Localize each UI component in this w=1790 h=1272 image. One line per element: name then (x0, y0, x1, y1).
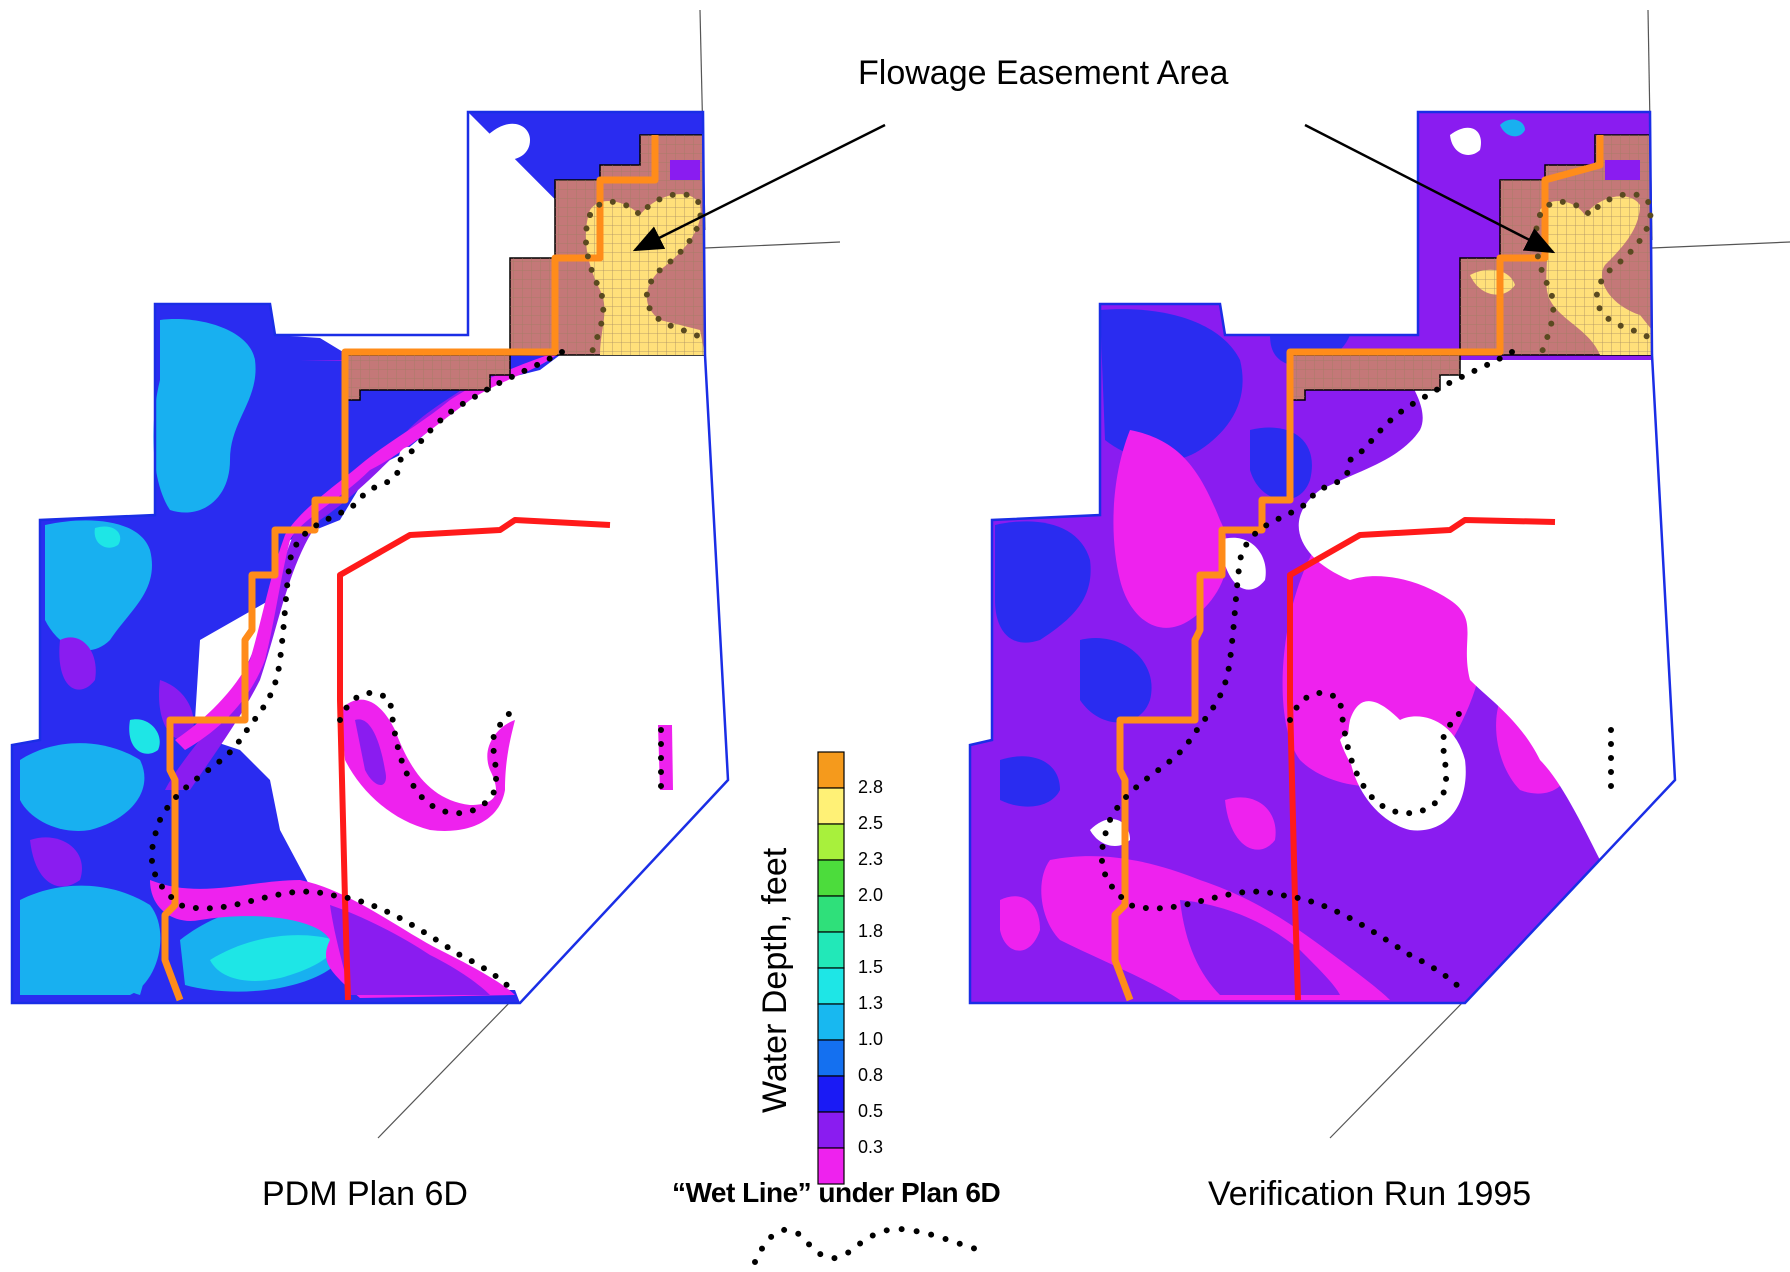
legend-tick-label: 2.3 (858, 849, 884, 869)
legend-swatch (817, 895, 845, 933)
callout-arrow-right (1304, 123, 1556, 254)
caption-verification-run-1995: Verification Run 1995 (1208, 1175, 1532, 1213)
wet-line (1287, 689, 1468, 817)
context-line (1329, 999, 1466, 1139)
dry-area (1450, 127, 1481, 155)
dry-area (1220, 537, 1266, 590)
legend-title: Water Depth, feet (756, 847, 794, 1113)
legend-colorbar (817, 751, 845, 1185)
depth-zone-0.3 (30, 837, 82, 887)
depth-zone-1.0 (199, 399, 222, 444)
wet-line (1098, 349, 1515, 998)
depth-zone-0.3 (59, 637, 96, 690)
depth-zone-shallow (175, 352, 560, 750)
wet-line (1537, 191, 1655, 343)
wet-line (337, 689, 518, 817)
legend-tick-label: 0.8 (858, 1065, 884, 1085)
legend-tick-label: 0.3 (858, 1137, 884, 1157)
depth-zone-0.3 (1605, 160, 1640, 180)
depth-zone-shallow (1225, 797, 1276, 850)
legend-tick-label: 2.8 (858, 777, 884, 797)
legend-swatch (817, 1111, 845, 1149)
callout-arrow-left (632, 123, 886, 252)
legend-swatch (817, 1147, 845, 1185)
depth-zone-1.3 (129, 719, 160, 754)
legend-tick-label: 1.8 (858, 921, 884, 941)
legend-swatch (817, 967, 845, 1005)
map-verification-run-1995 (968, 9, 1790, 1139)
caption-pdm-plan-6d: PDM Plan 6D (262, 1175, 468, 1213)
legend-tick-label: 2.5 (858, 813, 884, 833)
depth-zone-1.3 (210, 935, 336, 981)
legend-tick-label: 0.5 (858, 1101, 884, 1121)
legend-tick-label: 2.0 (858, 885, 884, 905)
depth-zone-1.0 (45, 520, 152, 651)
legend-swatch (817, 931, 845, 969)
wet-line-legend-sample (752, 1226, 983, 1265)
orange-route-line (161, 135, 659, 1002)
flowage-easement-callout: Flowage Easement Area (858, 54, 1229, 92)
depth-zone-0.5 (995, 521, 1091, 643)
depth-zone-shallow (1000, 896, 1040, 951)
depth-zone-0.5 (1250, 427, 1312, 500)
depth-zone-0.5 (1080, 638, 1152, 723)
legend-swatch (817, 787, 845, 825)
map-pdm-plan-6d (10, 9, 841, 1139)
depth-zone-0.5 (1000, 756, 1060, 807)
depth-zone-1.0 (20, 743, 145, 831)
wet-line (148, 349, 565, 998)
red-route-line (337, 517, 611, 1001)
wet-line-legend-label: “Wet Line” under Plan 6D (672, 1177, 1001, 1208)
context-line (1651, 241, 1790, 249)
dry-area (1090, 819, 1130, 846)
legend-swatch (817, 859, 845, 897)
legend-swatch (817, 1003, 845, 1041)
orange-route-line (1111, 135, 1604, 1002)
dry-area (488, 123, 530, 160)
depth-zone-0.3 (330, 905, 490, 995)
dry-area (1340, 728, 1451, 811)
legend-tick-label: 1.3 (858, 993, 884, 1013)
wet-line (587, 191, 708, 343)
depth-zone-1.3 (94, 526, 121, 548)
depth-zone-shallow (340, 699, 515, 831)
legend-swatch (817, 1039, 845, 1077)
depth-zone-1.0 (116, 960, 150, 995)
context-line (704, 241, 841, 249)
model-boundary (10, 110, 730, 1005)
depth-zone-0.3 (670, 160, 700, 180)
model-boundary (968, 110, 1677, 1005)
depth-zone-0.5 (1100, 309, 1243, 461)
depth-zone-0.3 (355, 719, 386, 785)
legend-tick-label: 1.5 (858, 957, 884, 977)
red-route-line (1287, 517, 1556, 1001)
context-line (377, 999, 513, 1139)
legend-swatch (817, 751, 845, 789)
legend-tick-label: 1.0 (858, 1029, 884, 1049)
legend-swatch (817, 823, 845, 861)
depth-zone-1.0 (1500, 119, 1525, 137)
dry-area (1500, 476, 1536, 505)
legend-swatch (817, 1075, 845, 1113)
dry-area (1298, 360, 1675, 860)
